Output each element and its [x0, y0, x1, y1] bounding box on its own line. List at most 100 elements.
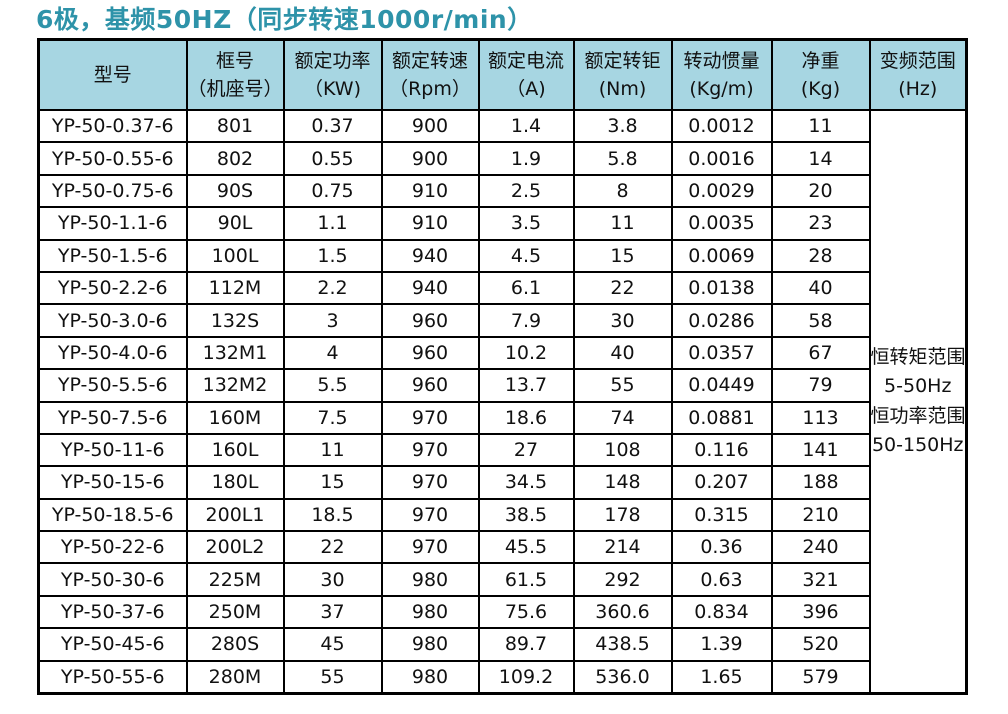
cell-model: YP-50-0.37-6	[37, 108, 188, 144]
freq-range-line: 5-50Hz	[884, 375, 952, 398]
cell-inertia: 0.0286	[670, 303, 773, 338]
cell-rated-speed: 900	[380, 108, 480, 144]
cell-net-weight: 113	[770, 400, 871, 435]
freq-range-line: 50-150Hz	[871, 433, 964, 456]
cell-rated-speed: 900	[380, 141, 480, 176]
column-header-rated-power: 额定功率 （KW)	[282, 38, 383, 111]
column-header-label: 转动惯量	[683, 49, 760, 72]
freq-range-line: 恒转矩范围	[870, 345, 966, 368]
cell-inertia: 0.0138	[670, 270, 773, 306]
column-header-net-weight: 净重 (Kg)	[770, 38, 871, 111]
cell-rated-speed: 960	[380, 335, 480, 371]
cell-rated-torque: 30	[572, 303, 673, 338]
cell-rated-current: 34.5	[477, 465, 575, 500]
cell-rated-power: 3	[282, 303, 383, 338]
cell-rated-speed: 980	[380, 594, 480, 630]
cell-net-weight: 321	[770, 562, 871, 597]
cell-inertia: 1.65	[670, 659, 773, 695]
table-row: YP-50-1.1-6 90L 1.1 910 3.5 11 0.0035 23	[37, 206, 967, 241]
cell-frame: 280S	[185, 627, 285, 662]
cell-inertia: 0.0881	[670, 400, 773, 435]
cell-rated-current: 45.5	[477, 530, 575, 565]
cell-frame: 90L	[185, 206, 285, 241]
cell-inertia: 0.0357	[670, 335, 773, 371]
freq-range-line: 恒功率范围	[870, 404, 966, 427]
cell-net-weight: 14	[770, 141, 871, 176]
cell-net-weight: 23	[770, 206, 871, 241]
cell-rated-current: 109.2	[477, 659, 575, 695]
column-header-unit: （A)	[506, 78, 546, 100]
column-header-unit: (Hz)	[898, 78, 938, 100]
table-row: YP-50-0.37-6 801 0.37 900 1.4 3.8 0.0012 11 恒转矩范…	[37, 108, 968, 695]
cell-model: YP-50-18.5-6	[37, 497, 188, 533]
cell-model: YP-50-1.5-6	[37, 238, 188, 273]
cell-rated-current: 10.2	[477, 335, 575, 371]
cell-rated-current: 6.1	[477, 270, 575, 306]
cell-frame: 132S	[185, 303, 285, 338]
cell-rated-torque: 8	[572, 173, 673, 209]
cell-model: YP-50-5.5-6	[37, 368, 188, 403]
cell-rated-torque: 55	[572, 368, 673, 403]
column-header-unit: (Kg)	[800, 78, 841, 100]
cell-frame: 802	[185, 141, 285, 176]
cell-frame: 160L	[185, 432, 285, 468]
cell-rated-current: 75.6	[477, 594, 575, 630]
cell-rated-current: 7.9	[477, 303, 575, 338]
cell-rated-torque: 108	[572, 432, 673, 468]
cell-rated-speed: 910	[380, 173, 480, 209]
cell-model: YP-50-55-6	[37, 659, 188, 695]
column-header-inertia: 转动惯量 (Kg/m)	[670, 38, 773, 111]
cell-rated-speed: 940	[380, 270, 480, 306]
cell-rated-current: 1.9	[477, 141, 575, 176]
cell-rated-power: 0.37	[282, 108, 383, 144]
cell-frame: 90S	[185, 173, 285, 209]
cell-inertia: 0.36	[670, 530, 773, 565]
table-row: YP-50-7.5-6 160M 7.5 970 18.6 74 0.0881 113	[37, 400, 967, 435]
table-row: YP-50-55-6 280M 55 980 109.2 536.0 1.65 579	[37, 659, 967, 695]
cell-rated-torque: 214	[572, 530, 673, 565]
motor-spec-table: 型号 框号 （机座号） 额定功率 （KW) 额定转速 （Rpm） 额定电流 （A…	[37, 38, 968, 696]
cell-inertia: 0.0012	[670, 108, 773, 144]
cell-rated-power: 1.1	[282, 206, 383, 241]
cell-rated-current: 38.5	[477, 497, 575, 533]
cell-rated-power: 1.5	[282, 238, 383, 273]
column-header-label: 额定电流	[487, 49, 564, 72]
cell-rated-power: 0.75	[282, 173, 383, 209]
cell-model: YP-50-15-6	[37, 465, 188, 500]
column-header-label: 型号	[93, 63, 132, 86]
cell-frame: 250M	[185, 594, 285, 630]
cell-rated-power: 5.5	[282, 368, 383, 403]
cell-rated-torque: 11	[572, 206, 673, 241]
table-body: YP-50-0.37-6 801 0.37 900 1.4 3.8 0.0012 11 恒转矩范…	[37, 108, 968, 695]
cell-model: YP-50-37-6	[37, 594, 188, 630]
cell-rated-current: 13.7	[477, 368, 575, 403]
cell-rated-current: 2.5	[477, 173, 575, 209]
cell-inertia: 0.0069	[670, 238, 773, 273]
cell-rated-current: 1.4	[477, 108, 575, 144]
cell-rated-power: 2.2	[282, 270, 383, 306]
column-header-frame: 框号 （机座号）	[185, 38, 285, 111]
cell-model: YP-50-1.1-6	[37, 206, 188, 241]
cell-rated-power: 11	[282, 432, 383, 468]
table-row: YP-50-0.75-6 90S 0.75 910 2.5 8 0.0029 20	[37, 173, 967, 209]
table-row: YP-50-5.5-6 132M2 5.5 960 13.7 55 0.0449 79	[37, 368, 967, 403]
cell-rated-speed: 980	[380, 659, 480, 695]
cell-rated-power: 7.5	[282, 400, 383, 435]
cell-net-weight: 40	[770, 270, 871, 306]
column-header-label: 变频范围	[879, 49, 956, 72]
cell-rated-torque: 292	[572, 562, 673, 597]
column-header-label: 额定转钜	[584, 49, 661, 72]
cell-net-weight: 11	[770, 108, 871, 144]
column-header-unit: (Nm)	[598, 78, 647, 100]
cell-rated-torque: 40	[572, 335, 673, 371]
cell-frame: 100L	[185, 238, 285, 273]
cell-net-weight: 396	[770, 594, 871, 630]
column-header-label: 额定功率	[294, 49, 371, 72]
column-header-model: 型号	[37, 38, 188, 111]
cell-net-weight: 579	[770, 659, 871, 695]
column-header-rated-current: 额定电流 （A)	[477, 38, 575, 111]
cell-model: YP-50-11-6	[37, 432, 188, 468]
table-row: YP-50-37-6 250M 37 980 75.6 360.6 0.834 396	[37, 594, 967, 630]
cell-inertia: 1.39	[670, 627, 773, 662]
cell-rated-speed: 970	[380, 465, 480, 500]
